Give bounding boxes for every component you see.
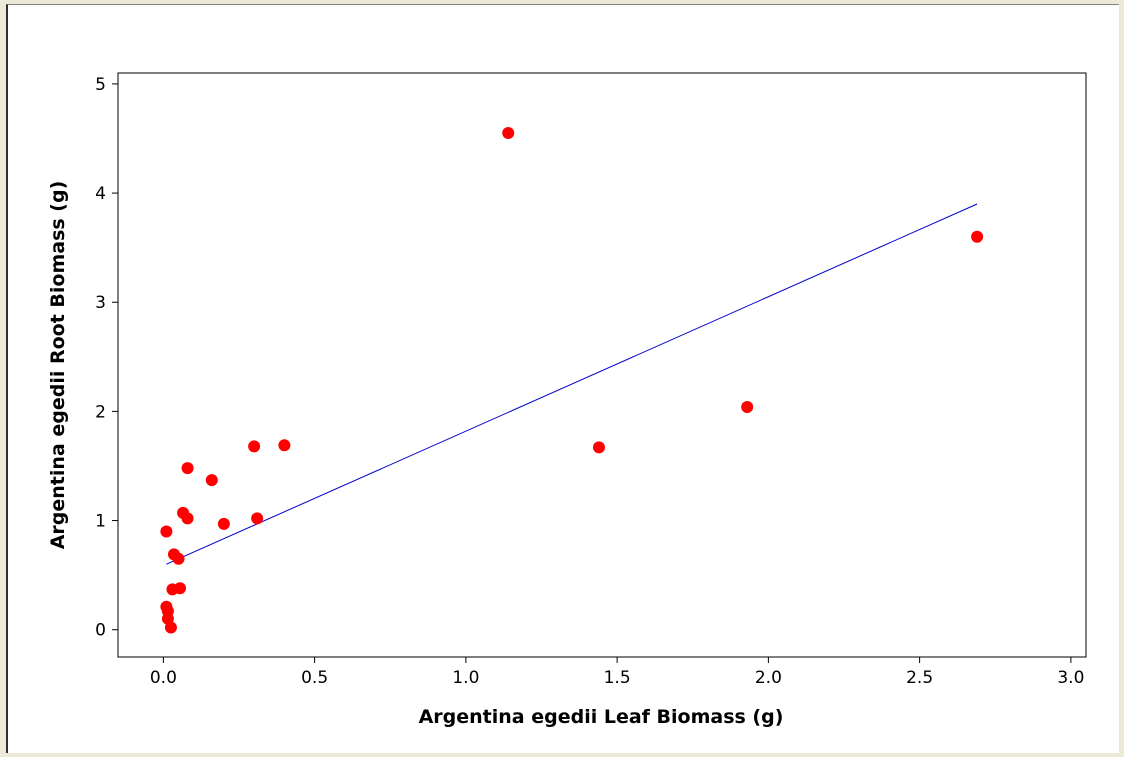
data-point (217, 517, 230, 530)
regression-line (166, 203, 978, 565)
x-tick-label: 2.5 (906, 668, 933, 688)
x-tick-label: 2.0 (755, 668, 782, 688)
data-point (502, 127, 515, 140)
x-tick-label: 3.0 (1057, 668, 1084, 688)
data-point (592, 441, 605, 454)
graph-window: 0.0 0.5 1.0 1.5 2.0 2.5 3.0 0 1 2 3 4 5 Argentina e… (6, 4, 1119, 753)
data-point (278, 439, 291, 452)
x-tick-label: 0.5 (301, 668, 328, 688)
x-tick-label: 1.0 (452, 668, 479, 688)
y-tick-label: 1 (95, 512, 106, 532)
data-point (741, 401, 754, 414)
y-tick-label: 2 (95, 402, 106, 422)
y-tick-label: 4 (95, 184, 106, 204)
x-tick-label: 0.0 (150, 668, 177, 688)
data-point (164, 621, 177, 634)
data-point (172, 552, 185, 565)
data-point (251, 512, 264, 525)
data-point (174, 582, 187, 595)
data-points (160, 127, 984, 634)
y-tick-label: 5 (95, 75, 106, 95)
x-tick-label: 1.5 (604, 668, 631, 688)
data-point (205, 474, 218, 487)
y-tick-label: 0 (95, 621, 106, 641)
x-axis-title: Argentina egedii Leaf Biomass (g) (419, 706, 784, 728)
data-point (181, 512, 194, 525)
x-axis: 0.0 0.5 1.0 1.5 2.0 2.5 3.0 (150, 657, 1084, 688)
data-point (971, 230, 984, 243)
plot-area (117, 72, 1087, 658)
y-axis: 0 1 2 3 4 5 (95, 75, 118, 641)
data-point (248, 440, 261, 453)
scatter-chart: 0.0 0.5 1.0 1.5 2.0 2.5 3.0 0 1 2 3 4 5 Argentina e… (47, 72, 1087, 728)
data-point (181, 462, 194, 475)
y-tick-label: 3 (95, 293, 106, 313)
data-point (160, 525, 173, 538)
y-axis-title: Argentina egedii Root Biomass (g) (47, 181, 69, 550)
